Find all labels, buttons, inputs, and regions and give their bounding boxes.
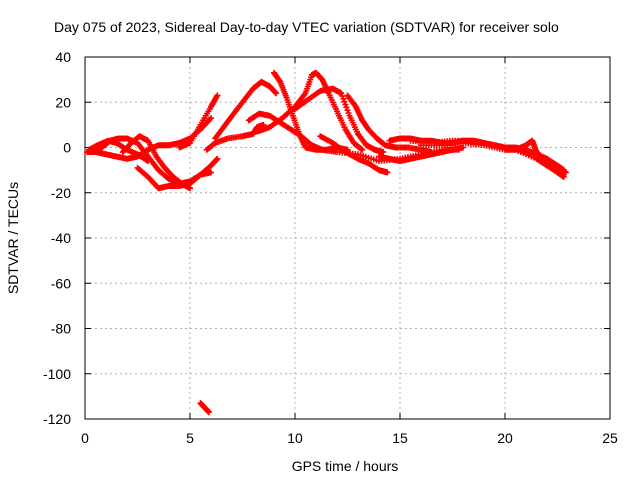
series-arc-10: [271, 69, 351, 153]
data-point: [340, 95, 347, 102]
chart-title: Day 075 of 2023, Sidereal Day-to-day VTE…: [54, 19, 559, 35]
series-arc-15: [376, 144, 466, 165]
x-axis-label: GPS time / hours: [292, 458, 399, 474]
y-tick-label: -20: [51, 185, 71, 201]
data-point: [208, 115, 214, 122]
data-point: [205, 409, 212, 416]
y-tick-label: -60: [51, 275, 71, 291]
y-tick-label: 20: [55, 94, 71, 110]
x-tick-label: 15: [392, 430, 408, 446]
data-point: [562, 169, 569, 176]
data-point: [187, 185, 193, 192]
series-arc-19: [197, 400, 212, 416]
data-point: [339, 93, 346, 100]
series-arc-8: [212, 78, 280, 142]
x-tick-label: 5: [186, 430, 194, 446]
series-arc-12: [292, 85, 387, 156]
series-arc-3: [86, 137, 151, 165]
series-arc-6: [176, 92, 221, 151]
y-tick-label: 0: [63, 140, 71, 156]
y-tick-label: -100: [43, 366, 71, 382]
data-point: [342, 101, 349, 108]
data-point: [214, 155, 221, 162]
y-tick-label: 40: [55, 49, 71, 65]
data-point: [380, 149, 387, 156]
data-point: [208, 169, 214, 176]
axis-ticks: 0 5 10 15 20 25 -120 -100 -80 -60 -40 -20 0 20 40: [43, 49, 618, 446]
y-tick-label: -40: [51, 230, 71, 246]
y-tick-label: -120: [43, 411, 71, 427]
data-point: [341, 98, 348, 105]
series-arc-18: [418, 137, 569, 176]
data-point: [273, 90, 280, 97]
x-tick-label: 0: [81, 430, 89, 446]
x-tick-label: 25: [602, 430, 618, 446]
data-point: [338, 90, 345, 97]
data-point: [145, 158, 151, 165]
data-point: [560, 173, 567, 180]
x-tick-label: 20: [497, 430, 513, 446]
x-tick-label: 10: [287, 430, 303, 446]
data-point: [384, 169, 391, 176]
series-arc-5: [119, 133, 193, 192]
data-point: [344, 107, 351, 114]
series-arc-7: [203, 121, 267, 153]
data-point: [359, 146, 366, 153]
data-point: [343, 104, 350, 111]
data-point: [358, 145, 365, 152]
y-tick-label: -80: [51, 321, 71, 337]
y-axis-label: SDTVAR / TECUs: [5, 182, 21, 294]
data-points: [84, 69, 569, 416]
series-arc-13: [317, 133, 391, 176]
data-point: [345, 109, 352, 116]
data-point: [214, 92, 221, 99]
